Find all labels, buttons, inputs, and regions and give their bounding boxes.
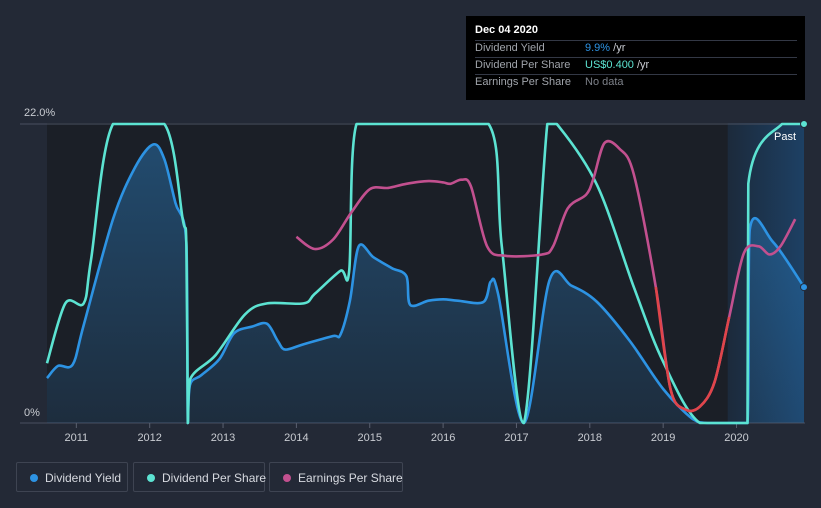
tooltip-label: Earnings Per Share: [475, 76, 571, 88]
tooltip-value: US$0.400 /yr: [585, 59, 650, 71]
legend-earnings-per-share[interactable]: Earnings Per Share: [269, 462, 403, 492]
tooltip-label: Dividend Per Share: [475, 59, 571, 71]
x-tick-label: 2016: [431, 432, 455, 444]
dividend-yield-line[interactable]: [46, 142, 806, 425]
x-tick-label: 2014: [284, 432, 308, 444]
legend-dividend-yield[interactable]: Dividend Yield: [16, 462, 128, 492]
dividend-yield-area: [47, 144, 804, 423]
tooltip-label: Dividend Yield: [475, 42, 545, 54]
tooltip-row-dividend-yield: Dividend Yield 9.9% /yr: [475, 42, 795, 56]
past-label: Past: [774, 131, 796, 143]
legend-dividend-per-share[interactable]: Dividend Per Share: [133, 462, 267, 492]
x-tick-label: 2015: [358, 432, 382, 444]
x-tick-label: 2017: [504, 432, 528, 444]
legend-dot-icon: [147, 474, 155, 482]
tooltip-panel: Dec 04 2020 Dividend Yield 9.9% /yr Divi…: [466, 16, 805, 100]
legend-label: Dividend Yield: [45, 471, 122, 485]
tooltip-date: Dec 04 2020: [475, 24, 538, 36]
y-axis-top-label: 22.0%: [24, 107, 55, 119]
x-tick-label: 2020: [724, 432, 748, 444]
legend-dot-icon: [30, 474, 38, 482]
tooltip-divider: [475, 57, 797, 58]
x-tick-label: 2018: [578, 432, 602, 444]
legend-dot-icon: [283, 474, 291, 482]
tooltip-divider: [475, 74, 797, 75]
legend-label: Earnings Per Share: [298, 471, 403, 485]
tooltip-value: 9.9% /yr: [585, 42, 626, 54]
x-tick-label: 2012: [137, 432, 161, 444]
dividend-per-share-line[interactable]: [45, 122, 804, 425]
dividend-yield-end-marker[interactable]: [800, 283, 808, 292]
x-tick-label: 2013: [211, 432, 235, 444]
legend-label: Dividend Per Share: [162, 471, 267, 485]
tooltip-row-earnings-per-share: Earnings Per Share No data: [475, 76, 795, 90]
tooltip-row-dividend-per-share: Dividend Per Share US$0.400 /yr: [475, 59, 795, 73]
earnings-per-share-negative-segment: [654, 286, 731, 413]
tooltip-value: No data: [585, 76, 624, 88]
dividend-per-share-end-marker[interactable]: [800, 120, 808, 128]
x-tick-label: 2011: [65, 432, 89, 444]
x-tick-label: 2019: [651, 432, 675, 444]
tooltip-divider: [475, 40, 797, 41]
y-axis-bottom-label: 0%: [24, 407, 40, 419]
